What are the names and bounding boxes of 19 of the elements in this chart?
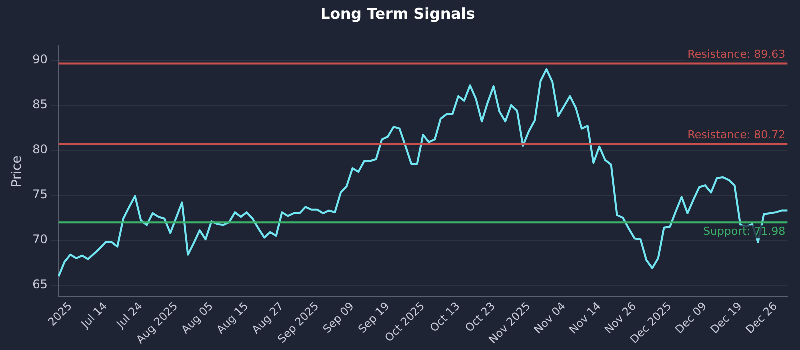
x-tick-label: Oct 13 <box>428 300 463 335</box>
ref-line-label: Resistance: 89.63 <box>688 48 786 62</box>
x-tick-label: Nov 04 <box>532 300 568 337</box>
y-axis-title: Price <box>10 156 26 188</box>
x-tick-label: Dec 26 <box>743 300 780 336</box>
x-tick-label: Dec 09 <box>672 300 710 336</box>
ref-line-label: Support: 71.98 <box>703 225 786 238</box>
x-tick-label: Dec 19 <box>708 300 745 336</box>
y-tick-label: 70 <box>32 232 48 247</box>
y-tick-label: 75 <box>32 188 48 202</box>
x-tick-label: Jul 14 <box>78 300 110 332</box>
y-tick-label: 85 <box>32 98 48 112</box>
y-tick-label: 80 <box>32 142 48 157</box>
y-tick-label: 90 <box>32 52 48 67</box>
ref-line-label: Resistance: 80.72 <box>688 128 786 142</box>
x-tick-label: Jul 24 <box>114 300 146 332</box>
chart-title: Long Term Signals <box>320 4 476 23</box>
y-tick-label: 65 <box>32 278 48 292</box>
x-tick-label: Sep 09 <box>320 300 357 336</box>
